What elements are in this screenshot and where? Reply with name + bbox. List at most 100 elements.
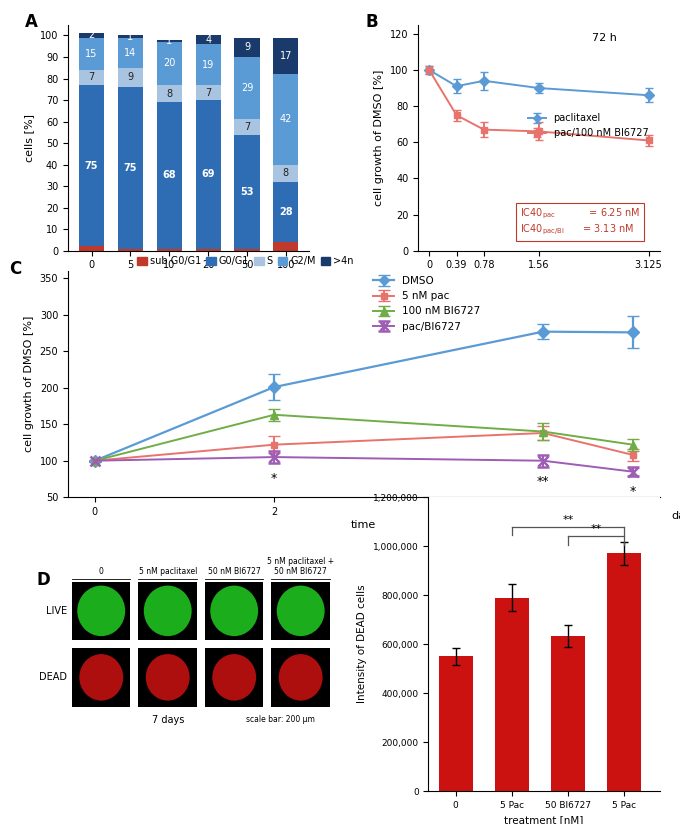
Legend: DMSO, 5 nM pac, 100 nM BI6727, pac/BI6727: DMSO, 5 nM pac, 100 nM BI6727, pac/BI672… bbox=[369, 272, 485, 335]
Text: 69: 69 bbox=[201, 170, 215, 180]
Ellipse shape bbox=[143, 586, 192, 636]
Bar bbox=[196, 44, 221, 85]
FancyBboxPatch shape bbox=[205, 648, 263, 707]
Y-axis label: Intensity of DEAD cells: Intensity of DEAD cells bbox=[358, 585, 367, 704]
Bar bbox=[156, 42, 182, 85]
FancyBboxPatch shape bbox=[72, 582, 131, 640]
Bar bbox=[196, 85, 221, 100]
Bar bbox=[196, 35, 221, 44]
Text: 75: 75 bbox=[124, 163, 137, 173]
Legend: paclitaxel, pac/100 nM BI6727: paclitaxel, pac/100 nM BI6727 bbox=[524, 110, 652, 142]
Bar bbox=[273, 182, 299, 242]
Ellipse shape bbox=[146, 654, 190, 700]
Text: 17: 17 bbox=[279, 51, 292, 61]
Text: LIVE: LIVE bbox=[46, 606, 67, 616]
Bar bbox=[118, 38, 143, 68]
Bar bbox=[118, 249, 143, 250]
Bar bbox=[273, 38, 299, 74]
Ellipse shape bbox=[277, 586, 324, 636]
Ellipse shape bbox=[279, 654, 322, 700]
Ellipse shape bbox=[212, 654, 256, 700]
Text: **: ** bbox=[562, 515, 573, 525]
Y-axis label: cell growth of DMSO [%]: cell growth of DMSO [%] bbox=[24, 316, 34, 452]
X-axis label: paclitaxel [nM]: paclitaxel [nM] bbox=[498, 276, 580, 286]
FancyBboxPatch shape bbox=[139, 582, 197, 640]
Bar bbox=[273, 165, 299, 182]
Text: 7 days: 7 days bbox=[152, 714, 184, 724]
Bar bbox=[79, 246, 104, 250]
Text: 7: 7 bbox=[205, 87, 211, 97]
Bar bbox=[156, 85, 182, 102]
Text: *: * bbox=[271, 471, 277, 485]
Text: 28: 28 bbox=[279, 207, 292, 217]
Text: 1: 1 bbox=[166, 36, 172, 46]
Text: 9: 9 bbox=[244, 42, 250, 53]
Legend: sub G0/G1, G0/G1, S, G2/M, >4n: sub G0/G1, G0/G1, S, G2/M, >4n bbox=[133, 252, 358, 269]
Text: days: days bbox=[671, 511, 680, 521]
Bar bbox=[156, 102, 182, 249]
Text: **: ** bbox=[537, 475, 549, 489]
X-axis label: time: time bbox=[351, 520, 377, 530]
Text: *: * bbox=[630, 485, 636, 498]
Bar bbox=[118, 35, 143, 38]
Text: scale bar: 200 μm: scale bar: 200 μm bbox=[246, 714, 315, 723]
Bar bbox=[118, 87, 143, 249]
Text: 9: 9 bbox=[127, 73, 133, 82]
Text: C: C bbox=[9, 260, 21, 278]
Text: 5 nM paclitaxel: 5 nM paclitaxel bbox=[139, 567, 197, 576]
Text: 7: 7 bbox=[88, 73, 95, 82]
Y-axis label: cells [%]: cells [%] bbox=[24, 114, 35, 162]
Y-axis label: cell growth of DMSO [%]: cell growth of DMSO [%] bbox=[375, 69, 384, 206]
Bar bbox=[551, 635, 585, 791]
FancyBboxPatch shape bbox=[139, 648, 197, 707]
Bar bbox=[118, 68, 143, 87]
Text: 75: 75 bbox=[85, 161, 99, 171]
Bar bbox=[79, 70, 104, 85]
FancyBboxPatch shape bbox=[271, 648, 330, 707]
Bar bbox=[235, 249, 260, 250]
Bar bbox=[495, 597, 528, 791]
Bar bbox=[439, 657, 473, 791]
Text: 4: 4 bbox=[205, 35, 211, 44]
Text: **: ** bbox=[590, 524, 602, 535]
Text: 8: 8 bbox=[166, 89, 172, 99]
Bar bbox=[79, 85, 104, 246]
Bar bbox=[196, 249, 221, 250]
Text: 2: 2 bbox=[88, 30, 95, 40]
Bar bbox=[235, 38, 260, 57]
Text: 7: 7 bbox=[244, 122, 250, 132]
Text: 15: 15 bbox=[86, 49, 98, 59]
FancyBboxPatch shape bbox=[271, 582, 330, 640]
X-axis label: treatment [nM]: treatment [nM] bbox=[505, 815, 583, 824]
Bar bbox=[79, 38, 104, 70]
X-axis label: BI6727 [nM]: BI6727 [nM] bbox=[154, 276, 223, 286]
Bar bbox=[273, 242, 299, 250]
Text: 53: 53 bbox=[240, 186, 254, 197]
Text: 50 nM BI6727: 50 nM BI6727 bbox=[208, 567, 260, 576]
Ellipse shape bbox=[80, 654, 123, 700]
FancyBboxPatch shape bbox=[72, 648, 131, 707]
Text: 5 nM paclitaxel +
50 nM BI6727: 5 nM paclitaxel + 50 nM BI6727 bbox=[267, 557, 335, 576]
Text: 19: 19 bbox=[202, 59, 214, 69]
Text: 1: 1 bbox=[127, 31, 133, 41]
Bar bbox=[235, 57, 260, 119]
Text: 20: 20 bbox=[163, 59, 175, 68]
Text: DEAD: DEAD bbox=[39, 672, 67, 682]
Bar bbox=[196, 100, 221, 249]
Text: D: D bbox=[36, 571, 50, 589]
Bar bbox=[235, 134, 260, 249]
Bar bbox=[607, 554, 641, 791]
Bar bbox=[79, 33, 104, 38]
Text: 8: 8 bbox=[283, 168, 289, 178]
Ellipse shape bbox=[210, 586, 258, 636]
Text: 14: 14 bbox=[124, 48, 137, 58]
Text: A: A bbox=[24, 13, 37, 31]
Bar bbox=[273, 74, 299, 165]
Bar bbox=[235, 119, 260, 134]
Text: 72 h: 72 h bbox=[592, 32, 617, 43]
Ellipse shape bbox=[78, 586, 125, 636]
Text: 42: 42 bbox=[279, 115, 292, 124]
FancyBboxPatch shape bbox=[205, 582, 263, 640]
Text: 29: 29 bbox=[241, 83, 253, 93]
Text: 0: 0 bbox=[99, 567, 103, 576]
